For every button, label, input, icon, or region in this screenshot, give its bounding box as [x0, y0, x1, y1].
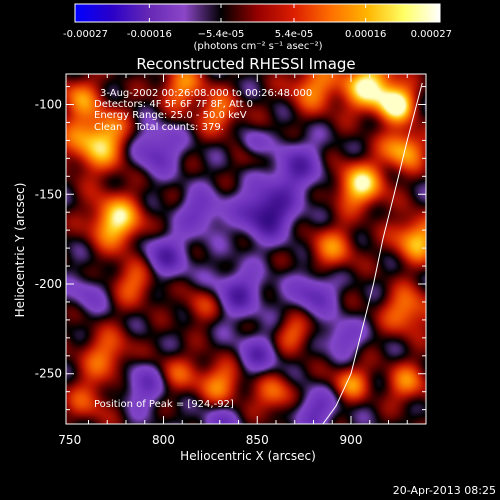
- x-tick-label: 800: [152, 433, 175, 447]
- colorbar-tick-label: 0.00027: [411, 29, 452, 40]
- colorbar-units: (photons cm⁻² s⁻¹ asec⁻²): [193, 41, 322, 52]
- annotation-peak: Position of Peak = [924,-92]: [94, 399, 234, 410]
- footer-timestamp: 20-Apr-2013 08:25: [393, 484, 496, 497]
- solar-limb-line: [322, 82, 423, 424]
- colorbar-ticks: -0.00027 -0.00016 −5.4e-05 5.4e-05 0.00016 0.…: [63, 4, 452, 40]
- colorbar-tick-label: -0.00027: [63, 29, 108, 40]
- colorbar-tick-label: 0.00016: [345, 29, 386, 40]
- colorbar: -0.00027 -0.00016 −5.4e-05 5.4e-05 0.00016 0.…: [63, 3, 452, 52]
- annotation-block: 3-Aug-2002 00:26:08.000 to 00:26:48.000 …: [94, 88, 312, 133]
- x-tick-label: 850: [246, 433, 269, 447]
- y-tick-label: -100: [35, 98, 62, 112]
- plot-frame: [65, 73, 427, 425]
- annotation-detectors: Detectors: 4F 5F 6F 7F 8F, Att 0: [94, 99, 253, 110]
- x-tick-label: 750: [58, 433, 81, 447]
- y-tick-label: -200: [35, 277, 62, 291]
- colorbar-tick-label: 5.4e-05: [275, 29, 313, 40]
- annotation-clean: Clean Total counts: 379.: [94, 122, 224, 133]
- chart-title: Reconstructed RHESSI Image: [136, 55, 355, 73]
- x-axis-label: Heliocentric X (arcsec): [180, 449, 316, 463]
- y-tick-label: -250: [35, 367, 62, 381]
- annotation-energy: Energy Range: 25.0 - 50.0 keV: [94, 110, 247, 121]
- y-axis-label: Heliocentric Y (arcsec): [13, 183, 27, 318]
- annotation-time: 3-Aug-2002 00:26:08.000 to 00:26:48.000: [100, 88, 312, 99]
- colorbar-gradient: [74, 3, 441, 23]
- colorbar-tick-label: -0.00016: [127, 29, 172, 40]
- x-tick-label: 900: [340, 433, 363, 447]
- colorbar-tick-label: −5.4e-05: [198, 29, 245, 40]
- heatmap-image: [66, 74, 426, 424]
- y-axis: -100 -150 -200 -250: [35, 86, 426, 411]
- y-tick-label: -150: [35, 187, 62, 201]
- x-axis: 750 800 850 900: [58, 74, 408, 447]
- plot-area: [66, 74, 426, 424]
